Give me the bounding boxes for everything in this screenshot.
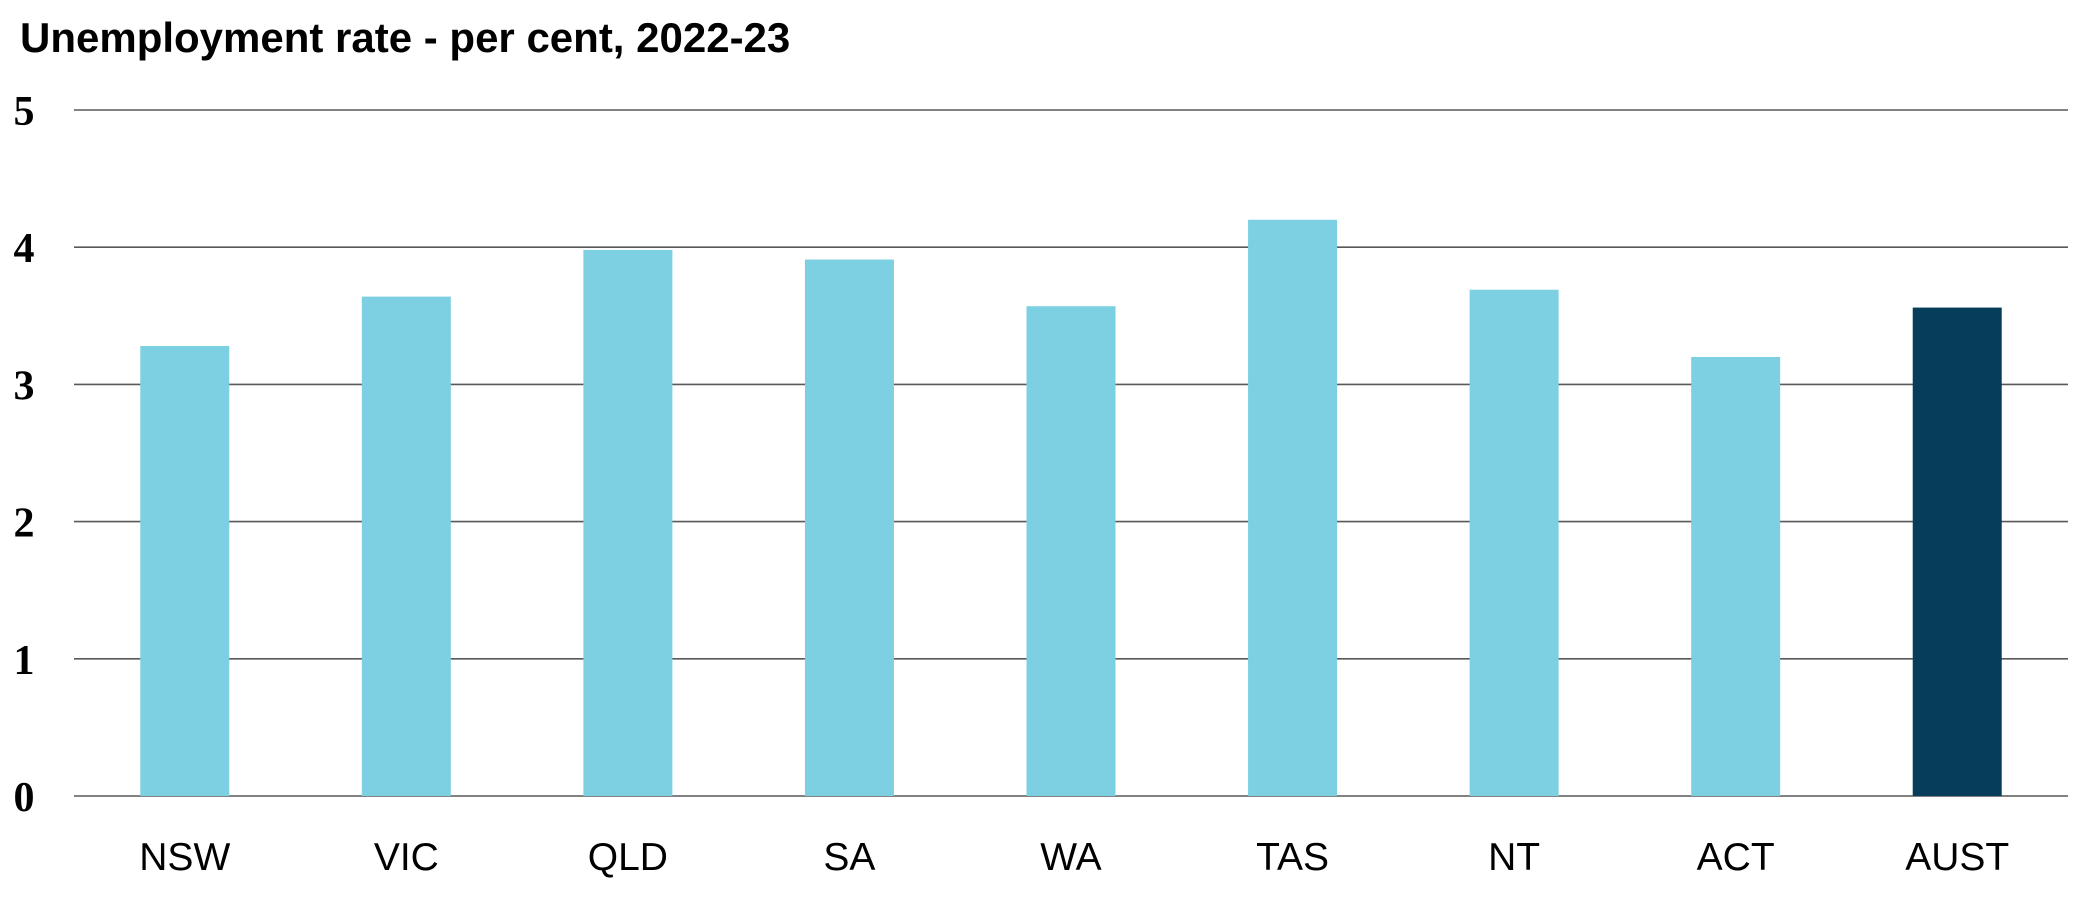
bar-nsw bbox=[140, 345, 230, 796]
bar-vic bbox=[361, 296, 451, 796]
x-tick-label-tas: TAS bbox=[1256, 836, 1329, 879]
bar-wa bbox=[1026, 306, 1116, 796]
bar-qld bbox=[583, 249, 673, 797]
x-tick-label-wa: WA bbox=[1040, 836, 1101, 879]
y-tick-label: 4 bbox=[14, 226, 35, 272]
bar-aust bbox=[1912, 307, 2002, 796]
x-axis-tick-labels: NSW VIC QLD SA WA TAS NT ACT AUST bbox=[139, 836, 2009, 879]
x-tick-label-act: ACT bbox=[1697, 836, 1775, 879]
y-tick-label: 2 bbox=[14, 501, 35, 547]
bars bbox=[140, 219, 2002, 797]
bar-act bbox=[1691, 356, 1781, 796]
x-tick-label-aust: AUST bbox=[1905, 836, 2009, 879]
x-tick-label-nt: NT bbox=[1488, 836, 1540, 879]
y-tick-label: 0 bbox=[14, 775, 35, 821]
bar-tas bbox=[1248, 219, 1338, 796]
y-tick-label: 3 bbox=[14, 363, 35, 409]
x-tick-label-sa: SA bbox=[823, 836, 875, 879]
bar-nt bbox=[1469, 289, 1559, 796]
bar-sa bbox=[804, 259, 894, 797]
y-tick-label: 1 bbox=[14, 638, 35, 684]
x-tick-label-vic: VIC bbox=[374, 836, 439, 879]
x-tick-label-nsw: NSW bbox=[139, 836, 230, 879]
x-tick-label-qld: QLD bbox=[588, 836, 668, 879]
chart-title: Unemployment rate - per cent, 2022-23 bbox=[20, 14, 791, 61]
y-axis-tick-labels: 0 1 2 3 4 5 bbox=[14, 89, 35, 821]
y-tick-label: 5 bbox=[14, 89, 35, 135]
